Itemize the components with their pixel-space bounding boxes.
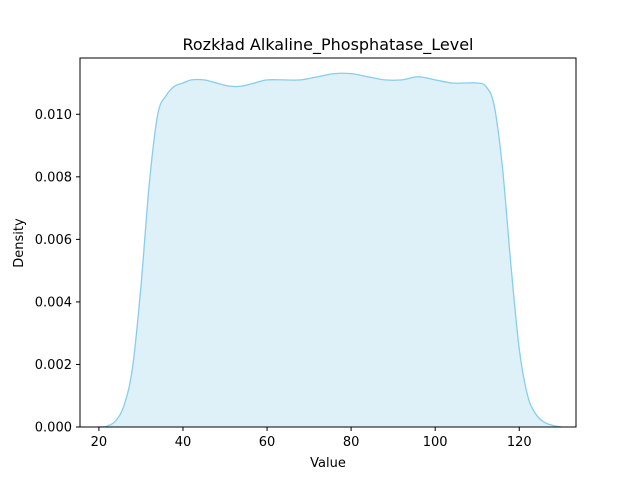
chart-title: Rozkład Alkaline_Phosphatase_Level — [182, 35, 473, 55]
x-tick-label: 40 — [175, 435, 192, 450]
x-tick-label: 80 — [343, 435, 360, 450]
y-tick-label: 0.004 — [35, 295, 72, 310]
x-axis-label: Value — [310, 456, 346, 471]
x-tick-label: 60 — [259, 435, 276, 450]
x-axis-ticks: 20 40 60 80 100 120 — [91, 427, 532, 450]
y-tick-label: 0.010 — [35, 108, 72, 123]
plot-area — [98, 72, 562, 428]
y-axis-ticks: 0.000 0.002 0.004 0.006 0.008 0.010 — [35, 108, 80, 436]
x-tick-label: 100 — [423, 435, 448, 450]
x-tick-label: 20 — [91, 435, 108, 450]
y-tick-label: 0.000 — [35, 421, 72, 436]
y-axis-label: Density — [12, 218, 27, 268]
axes-frame — [79, 57, 577, 428]
y-tick-label: 0.002 — [35, 358, 72, 373]
y-tick-label: 0.006 — [35, 233, 72, 248]
y-tick-label: 0.008 — [35, 170, 72, 185]
density-area-fill — [98, 73, 562, 428]
density-line — [98, 72, 562, 428]
x-tick-label: 120 — [507, 435, 532, 450]
